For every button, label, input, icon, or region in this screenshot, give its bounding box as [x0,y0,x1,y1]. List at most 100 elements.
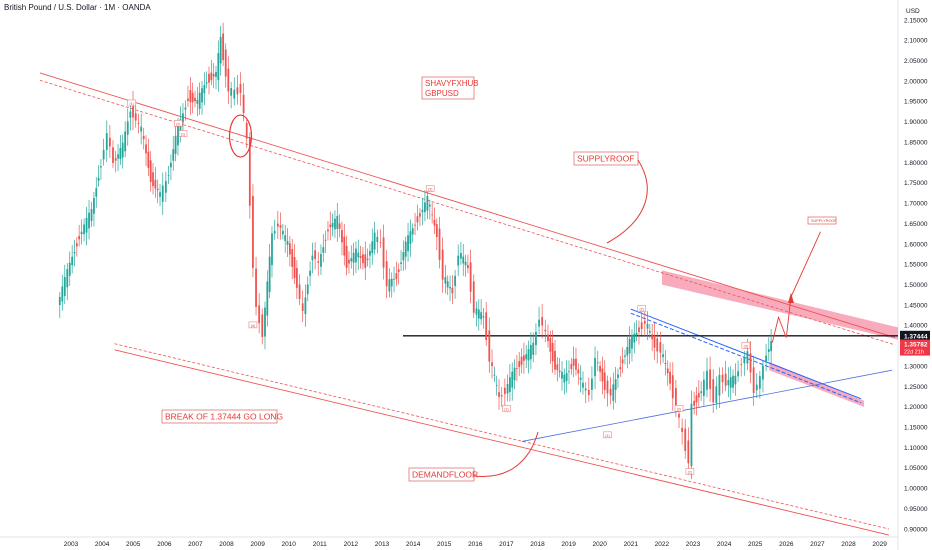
candle-body [758,376,761,389]
candle-body [721,374,724,383]
candle-body [187,98,189,101]
candle-body [596,362,599,364]
y-tick-label: 2.05000 [904,58,928,65]
candle-body [715,386,718,403]
candle-body [727,379,730,386]
candle-body [242,94,245,113]
signal-label-frame [161,409,278,424]
candle-body [132,103,134,118]
x-tick-label: 2004 [95,541,110,548]
candle-body [472,281,475,313]
candle-body [612,384,615,401]
candle-body [314,250,317,260]
level-price-tag [900,330,930,341]
candle-body [261,314,264,337]
candle-body [640,322,643,329]
y-tick-label: 1.80000 [904,160,928,167]
candle-body [359,255,362,258]
candle-body [281,230,284,235]
candle-body [603,372,606,390]
candle-body [371,241,374,254]
candle-body [271,233,273,266]
candle-body [624,355,626,357]
candle-body [503,387,506,394]
y-tick-label: 1.10000 [904,445,928,452]
candle-body [732,375,734,388]
candle-body [194,98,196,102]
x-tick-label: 2017 [499,541,514,548]
candle-body [525,354,528,360]
candle-body [500,395,503,397]
candle-body [364,254,367,268]
candle-body [749,353,752,373]
candle-body [485,312,488,341]
x-tick-label: 2014 [406,541,421,548]
candle-body [752,367,755,393]
y-tick-label: 1.65000 [904,221,928,228]
candle-body [579,377,582,380]
candle-body [348,259,350,264]
candle-body [182,113,184,123]
candle-body [68,262,71,276]
candle-body [311,255,314,261]
candle-body [189,90,192,103]
swing-label: (2) [639,308,643,312]
candle-body [669,371,671,384]
candle-body [97,177,100,181]
candle-body [454,275,456,287]
candle-body [400,262,402,264]
candle-body [147,151,150,168]
candle-body [114,158,117,161]
candle-body [563,374,566,383]
candle-body [355,248,357,263]
candle-body [656,338,659,352]
x-tick-label: 2010 [281,541,296,548]
candle-body [467,264,469,269]
candle-body [446,281,449,288]
y-tick-label: 1.70000 [904,201,928,208]
watermark-label-text: SHAVYFXHUB [425,79,479,88]
candle-body [626,347,629,356]
candle-body [255,268,257,307]
candle-body [633,333,636,343]
candle-body [535,331,537,346]
blue-support-line [521,369,893,442]
candle-body [529,345,532,360]
x-tick-label: 2013 [375,541,390,548]
candle-body [551,343,554,362]
candle-body [435,224,438,238]
candle-body [288,243,291,255]
candle-body [402,252,405,261]
candle-body [568,371,570,373]
candle-body [554,350,556,370]
candle-body [407,235,409,252]
candle-body [390,278,393,287]
candle-body [248,137,251,206]
candle-body [58,296,61,306]
candle-body [78,235,81,240]
swing-label: (4) [251,324,255,328]
candle-body [684,428,687,451]
y-tick-label: 1.20000 [904,404,928,411]
demand-floor-label: DEMANDFLOOR [408,467,478,482]
candle-body [664,363,667,365]
x-tick-label: 2019 [561,541,576,548]
candle-body [362,254,364,264]
candle-body [93,197,95,214]
candle-body [404,241,407,257]
candle-body [108,137,111,147]
level-price-text: 1.37444 [904,333,928,340]
candle-body [702,379,705,396]
candle-body [513,367,516,381]
candle-body [317,261,320,263]
candle-body [61,286,64,302]
candle-body [126,121,129,135]
candle-body [304,297,307,315]
candle-body [336,215,339,229]
candle-body [506,384,509,394]
candle-body [366,258,369,261]
swing-label-box [502,405,511,412]
candle-body [424,202,426,213]
y-tick-label: 2.00000 [904,78,928,85]
